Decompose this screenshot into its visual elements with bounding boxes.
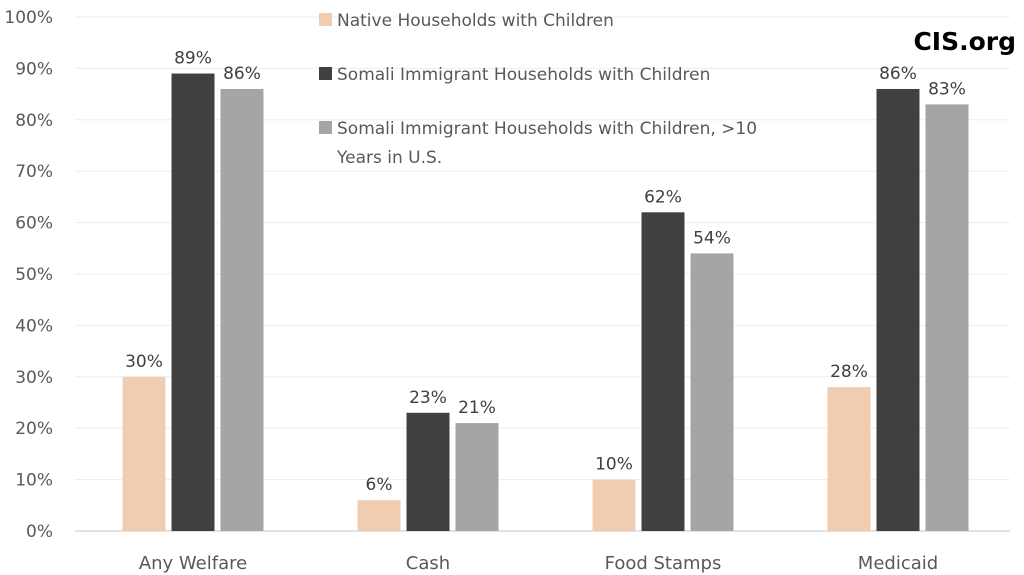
bar <box>406 412 450 531</box>
y-tick-label: 60% <box>15 214 53 234</box>
y-tick-label: 50% <box>15 265 53 285</box>
bar <box>122 376 166 531</box>
legend-swatch <box>319 67 332 80</box>
data-label: 86% <box>223 64 261 84</box>
y-tick-label: 40% <box>15 316 53 336</box>
y-axis-ticks: 0% 10% 20% 30% 40% 50% 60% 70% 80% 90% 100% <box>4 8 53 542</box>
bar <box>592 479 636 531</box>
bars <box>122 73 969 532</box>
x-category-label: Medicaid <box>858 553 938 574</box>
data-label: 21% <box>458 398 496 418</box>
bar <box>455 423 499 531</box>
bar <box>641 212 685 531</box>
legend-label: Native Households with Children <box>337 11 614 31</box>
bar <box>690 253 734 531</box>
x-category-label: Food Stamps <box>605 553 722 574</box>
data-label: 89% <box>174 49 212 69</box>
legend-label: Somali Immigrant Households with Childre… <box>337 65 710 85</box>
data-label: 23% <box>409 388 447 408</box>
legend-label: Years in U.S. <box>336 148 442 168</box>
data-label: 62% <box>644 187 682 207</box>
y-tick-label: 0% <box>26 522 53 542</box>
legend: Native Households with Children Somali Im… <box>319 11 757 168</box>
legend-swatch <box>319 13 332 26</box>
y-tick-label: 20% <box>15 419 53 439</box>
data-label: 28% <box>830 362 868 382</box>
x-category-label: Any Welfare <box>139 553 247 574</box>
legend-label: Somali Immigrant Households with Childre… <box>337 119 757 139</box>
y-tick-label: 10% <box>15 471 53 491</box>
brand-annotation: CIS.org <box>913 27 1016 56</box>
data-label: 83% <box>928 79 966 99</box>
data-label: 86% <box>879 64 917 84</box>
data-label: 54% <box>693 228 731 248</box>
bar <box>220 88 264 532</box>
x-category-label: Cash <box>406 553 450 574</box>
bar <box>827 387 871 531</box>
legend-swatch <box>319 121 332 134</box>
y-tick-label: 70% <box>15 162 53 182</box>
data-label: 10% <box>595 455 633 475</box>
y-tick-label: 100% <box>4 8 53 28</box>
bar <box>171 73 215 531</box>
data-labels: 30% 89% 86% 6% 23% 21% 10% 62% 54% 28% 86% 83% <box>125 49 966 496</box>
y-tick-label: 90% <box>15 59 53 79</box>
bar <box>876 88 920 532</box>
y-tick-label: 30% <box>15 368 53 388</box>
x-axis-categories: Any Welfare Cash Food Stamps Medicaid <box>139 553 938 574</box>
y-tick-label: 80% <box>15 111 53 131</box>
data-label: 6% <box>366 475 393 495</box>
bar <box>357 500 401 531</box>
bar <box>925 104 969 531</box>
data-label: 30% <box>125 352 163 372</box>
